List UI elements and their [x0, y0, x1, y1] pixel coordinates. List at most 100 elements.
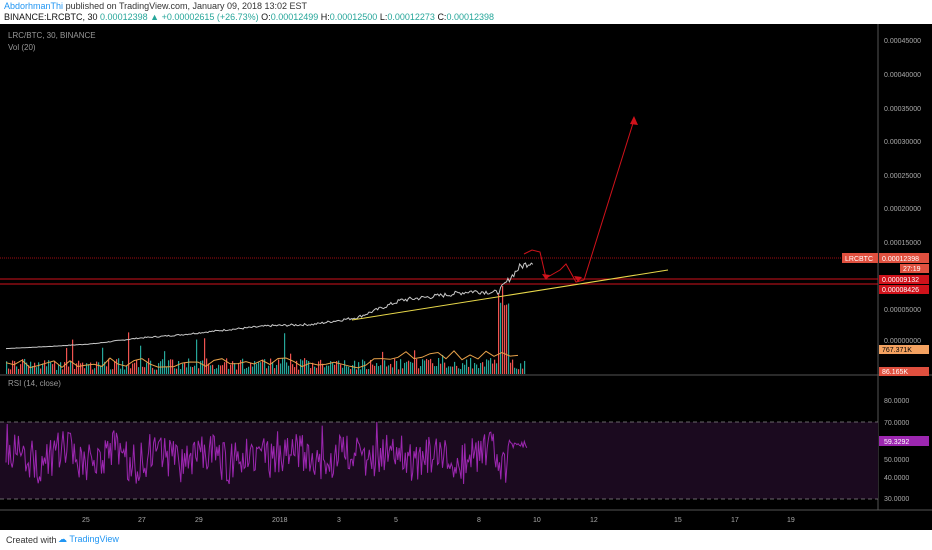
volume-bar: [36, 367, 38, 374]
volume-bar: [356, 369, 358, 374]
level1-label: 0.00009132: [882, 277, 919, 284]
volume-bar: [196, 339, 198, 374]
forecast-path[interactable]: [523, 119, 635, 283]
countdown-badge: [900, 264, 929, 273]
volume-bar: [406, 361, 408, 374]
volume-bar: [266, 368, 268, 374]
volume-bar: [346, 366, 348, 374]
level2-label: 0.00008426: [882, 287, 919, 294]
time-tick: 27: [138, 517, 146, 524]
volume-bar: [274, 368, 276, 374]
volume-bar: [44, 360, 46, 374]
volume-bar: [80, 363, 82, 374]
up-arrow-icon: ▲: [150, 12, 160, 22]
rsi-value-badge: [879, 436, 929, 446]
volume-bar: [144, 367, 146, 374]
volume-bar: [262, 359, 264, 374]
volume-bar: [192, 367, 194, 374]
chart-svg[interactable]: LRC/BTC, 30, BINANCE Vol (20) RSI (14, c…: [0, 24, 932, 530]
volume-bar: [312, 362, 314, 374]
volume-bar: [450, 366, 452, 374]
volume-bar: [516, 368, 518, 374]
volume-bar: [332, 362, 334, 374]
volume-bar: [506, 304, 508, 374]
volume-bar: [388, 365, 390, 374]
volume-bar: [48, 360, 50, 374]
volume-bar: [202, 360, 204, 374]
volume-bar: [330, 361, 332, 374]
volume-bar: [378, 366, 380, 374]
time-tick: 8: [477, 517, 481, 524]
volume-bars: [6, 285, 526, 374]
yellow-trendline[interactable]: [351, 269, 669, 321]
volume-bar: [142, 366, 144, 374]
volume-bar: [100, 366, 102, 374]
volume-bar: [444, 362, 446, 374]
volume-bar: [340, 364, 342, 374]
volume-bar: [184, 362, 186, 374]
volume-bar: [182, 363, 184, 374]
volume-bar: [32, 365, 34, 374]
volume-bar: [478, 368, 480, 374]
volume-bar: [278, 359, 280, 374]
volume-bar: [72, 339, 74, 374]
volume-bar: [76, 363, 78, 374]
volume-bar: [268, 365, 270, 374]
rsi-tick: 30.0000: [884, 496, 909, 503]
time-tick: 19: [787, 517, 795, 524]
volume-bar: [290, 353, 292, 374]
volume-bar: [156, 369, 158, 374]
volume-bar: [126, 365, 128, 374]
volume-bar: [84, 368, 86, 374]
volume-bar: [212, 364, 214, 374]
volume-bar: [16, 366, 18, 374]
rsi-series-line: [5, 421, 528, 485]
volume-bar: [474, 362, 476, 374]
volume-bar: [484, 366, 486, 374]
price-tick: 0.00005000: [884, 307, 921, 314]
volume-bar: [512, 359, 514, 374]
volume-bar: [134, 362, 136, 374]
volume-bar: [252, 366, 254, 374]
volume-bar: [400, 359, 402, 374]
open-label: O:: [261, 12, 271, 22]
volume-bar: [286, 362, 288, 374]
volume-bar: [492, 363, 494, 374]
volume-bar: [248, 366, 250, 374]
created-with-text: Created with: [6, 535, 57, 545]
volume-bar: [488, 360, 490, 374]
low-value: 0.00012273: [387, 12, 435, 22]
volume-bar: [300, 359, 302, 374]
volume-bar: [316, 367, 318, 374]
author-link[interactable]: AbdorhmanThi: [4, 1, 64, 11]
volume-bar: [6, 361, 8, 374]
time-tick: 2018: [272, 517, 288, 524]
volume-bar: [370, 359, 372, 374]
volume-bar: [108, 358, 110, 374]
volume-bar: [224, 362, 226, 374]
time-tick: 12: [590, 517, 598, 524]
price-tick: 0.00035000: [884, 106, 921, 113]
vol-legend: Vol (20): [8, 43, 36, 52]
volume-bar: [154, 369, 156, 374]
volume-bar: [508, 303, 510, 374]
ticker-badge: [842, 253, 878, 263]
volume-bar: [214, 369, 216, 374]
volume-bar: [510, 362, 512, 374]
chart-area[interactable]: LRC/BTC, 30, BINANCE Vol (20) RSI (14, c…: [0, 24, 932, 530]
volume-bar: [298, 369, 300, 374]
tradingview-logo[interactable]: ☁ TradingView: [58, 534, 119, 545]
volume-bar: [94, 368, 96, 374]
volume-bar: [336, 361, 338, 374]
volume-bar: [426, 358, 428, 374]
volume-bar: [264, 359, 266, 374]
volume-bar: [396, 361, 398, 374]
volume-bar: [24, 358, 26, 374]
volume-bar: [166, 366, 168, 374]
volume-bar: [424, 360, 426, 374]
volume-bar: [452, 366, 454, 374]
volume-bar: [42, 363, 44, 374]
volume-bar: [398, 369, 400, 374]
rsi-value-label: 59.3292: [884, 439, 909, 446]
volume-bar: [70, 361, 72, 374]
